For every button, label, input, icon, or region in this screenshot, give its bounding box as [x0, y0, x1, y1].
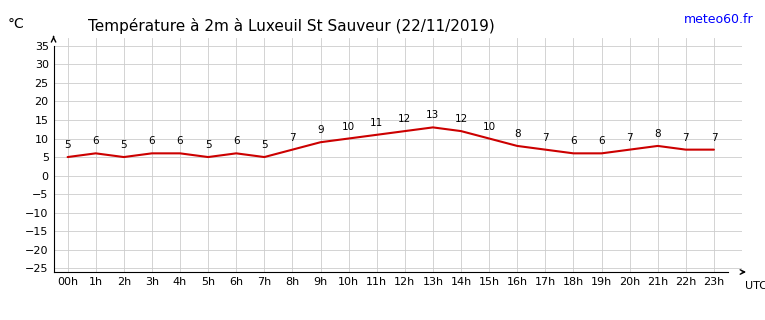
Text: 11: 11: [370, 118, 383, 128]
Text: 7: 7: [682, 133, 689, 143]
Text: 8: 8: [514, 129, 520, 139]
Text: 5: 5: [121, 140, 127, 150]
Text: 10: 10: [483, 122, 496, 132]
Text: 6: 6: [598, 136, 605, 147]
Text: 6: 6: [233, 136, 239, 147]
Text: 13: 13: [426, 110, 440, 120]
Text: 6: 6: [177, 136, 184, 147]
Text: 7: 7: [542, 133, 549, 143]
Text: 6: 6: [93, 136, 99, 147]
Text: 5: 5: [261, 140, 268, 150]
Text: 12: 12: [399, 114, 412, 124]
Text: 10: 10: [342, 122, 355, 132]
Text: 8: 8: [654, 129, 661, 139]
Text: 12: 12: [454, 114, 467, 124]
Text: 9: 9: [317, 125, 324, 135]
Text: meteo60.fr: meteo60.fr: [684, 13, 754, 26]
Text: 5: 5: [64, 140, 71, 150]
Text: 7: 7: [711, 133, 718, 143]
Text: °C: °C: [8, 17, 24, 31]
Text: 7: 7: [627, 133, 633, 143]
Text: UTC: UTC: [745, 281, 765, 291]
Text: 6: 6: [148, 136, 155, 147]
Text: 5: 5: [205, 140, 211, 150]
Text: Température à 2m à Luxeuil St Sauveur (22/11/2019): Température à 2m à Luxeuil St Sauveur (2…: [88, 19, 495, 35]
Text: 6: 6: [570, 136, 577, 147]
Text: 7: 7: [289, 133, 296, 143]
